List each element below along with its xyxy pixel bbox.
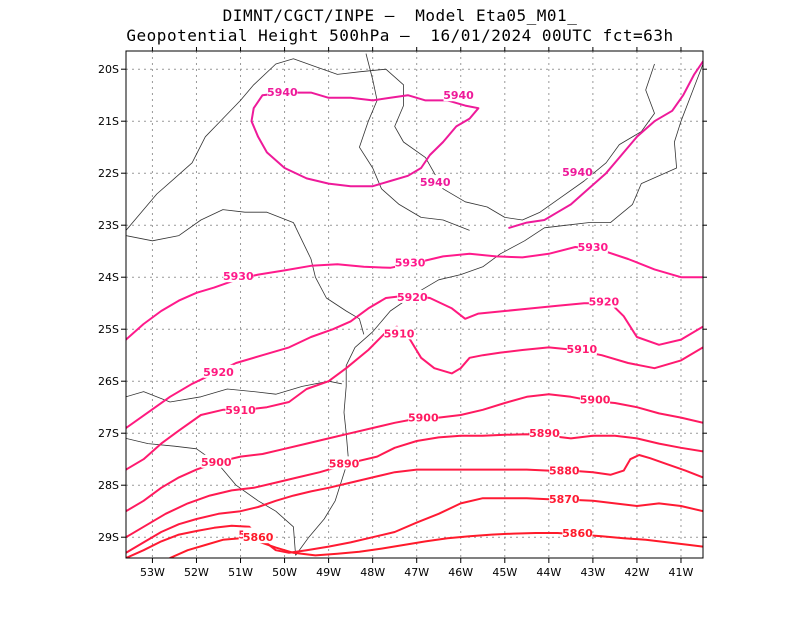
contour-label-5930: 5930 [578,241,609,254]
contour-label-bg [408,410,439,424]
contour-label-5900: 5900 [408,412,439,425]
lat-tick-label: 20S [98,63,119,76]
contour-label-5890: 5890 [329,457,360,470]
lon-tick-label: 52W [184,566,209,579]
contour-label-bg [225,402,256,416]
contour-label-5940: 5940 [443,89,474,102]
lon-tick-label: 51W [228,566,253,579]
lat-tick-label: 25S [98,323,119,336]
lat-tick-label: 21S [98,115,119,128]
contour-label-bg [223,269,254,283]
lat-tick-label: 26S [98,375,119,388]
contour-label-5910: 5910 [384,327,415,340]
contour-label-5900: 5900 [580,393,611,406]
boundary-state-border-e [359,53,470,231]
contour-label-5940: 5940 [267,86,298,99]
contour-5940 [250,91,480,188]
contour-label-bg [201,454,232,468]
contour-label-bg [577,240,608,254]
lat-tick-label: 28S [98,479,119,492]
lat-tick-label: 29S [98,531,119,544]
contour-label-5860: 5860 [243,531,274,544]
contour-label-5920: 5920 [203,366,234,379]
lon-tick-label: 47W [404,566,429,579]
lon-tick-label: 48W [360,566,385,579]
lon-tick-label: 49W [316,566,341,579]
lat-tick-label: 24S [98,271,119,284]
contour-label-5910: 5910 [225,404,256,417]
contour-label-bg [562,165,593,179]
contour-label-bg [395,255,426,269]
contour-label-5920: 5920 [589,296,620,309]
lon-tick-label: 42W [624,566,649,579]
lon-tick-label: 44W [536,566,561,579]
contour-label-5860: 5860 [562,527,593,540]
contour-label-bg [529,426,560,440]
contour-label-bg [566,341,597,355]
contour-5880 [126,454,703,554]
contour-label-5940: 5940 [562,166,593,179]
contour-label-bg [329,456,360,470]
lon-tick-label: 50W [272,566,297,579]
contour-label-5940: 5940 [420,176,451,189]
contour-label-bg [588,294,619,308]
contour-label-bg [562,526,593,540]
contour-label-bg [267,85,298,99]
contour-label-bg [384,326,415,340]
contour-label-5930: 5930 [223,270,254,283]
contour-label-bg [580,392,611,406]
boundary-state-border-c [126,209,365,335]
contour-label-bg [549,463,580,477]
axis-ticks: 53W 52W 51W 50W 49W 48W 47W 46W 45W 44W 43W 42W 41W 2… [98,47,707,579]
lon-tick-label: 45W [492,566,517,579]
lat-tick-label: 27S [98,427,119,440]
boundary-state-border-d [126,438,296,556]
lon-tick-label: 41W [669,566,694,579]
contour-label-bg [397,289,428,303]
contour-label-bg [243,530,274,544]
boundary-state-border-b [126,380,342,403]
contour-label-5880: 5880 [549,465,580,478]
contour-5870 [126,497,703,558]
contour-label-5920: 5920 [397,291,428,304]
contour-label-bg [203,364,234,378]
lon-tick-label: 53W [140,566,165,579]
contour-label-5930: 5930 [395,257,426,270]
contour-label-bg [549,492,580,506]
contour-label-5900: 5900 [201,456,232,469]
contour-labels: 5940 5940 5940 5940 5930 5930 5930 5920 5920 5920… [201,85,620,544]
lon-tick-label: 46W [448,566,473,579]
contour-label-5910: 5910 [567,343,598,356]
contour-5940 [508,60,703,229]
map-title-line-2: Geopotential Height 500hPa – 16/01/2024 … [126,26,674,45]
contour-label-5890: 5890 [529,427,560,440]
map-title-line-1: DIMNT/CGCT/INPE – Model Eta05_M01_ [222,6,578,25]
contour-label-bg [420,175,451,189]
contour-5890 [126,433,703,539]
lat-tick-label: 22S [98,167,119,180]
contour-label-5870: 5870 [549,493,580,506]
contour-label-bg [443,88,474,102]
map-frame [125,50,704,559]
lon-tick-label: 43W [580,566,605,579]
lat-tick-label: 23S [98,219,119,232]
